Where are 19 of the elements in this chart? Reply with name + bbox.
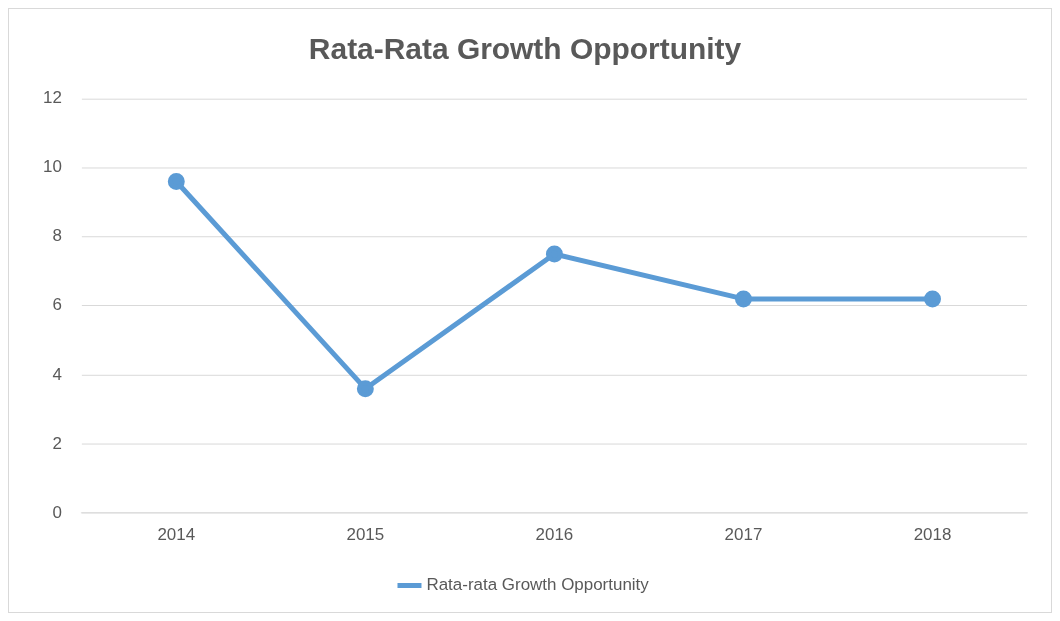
y-tick-label: 0 — [52, 502, 62, 522]
x-tick-label: 2015 — [346, 524, 385, 544]
x-tick-label: 2018 — [913, 524, 952, 544]
point — [545, 245, 563, 263]
y-tick-label: 2 — [52, 433, 62, 453]
y-tick-label: 6 — [52, 295, 62, 315]
x-tick-label: 2017 — [724, 524, 763, 544]
point — [356, 380, 374, 398]
point — [167, 173, 185, 191]
chart-title: Rata-Rata Growth Opportunity — [308, 32, 742, 66]
y-tick-label: 10 — [42, 157, 62, 177]
y-tick-label: 4 — [52, 364, 62, 384]
x-tick-label: 2016 — [535, 524, 574, 544]
x-tick-label: 2014 — [157, 524, 196, 544]
point — [924, 290, 942, 308]
point — [734, 290, 752, 308]
legend-label: Rata-rata Growth Opportunity — [426, 575, 650, 595]
y-tick-label: 12 — [42, 88, 62, 108]
y-tick-label: 8 — [52, 226, 62, 246]
